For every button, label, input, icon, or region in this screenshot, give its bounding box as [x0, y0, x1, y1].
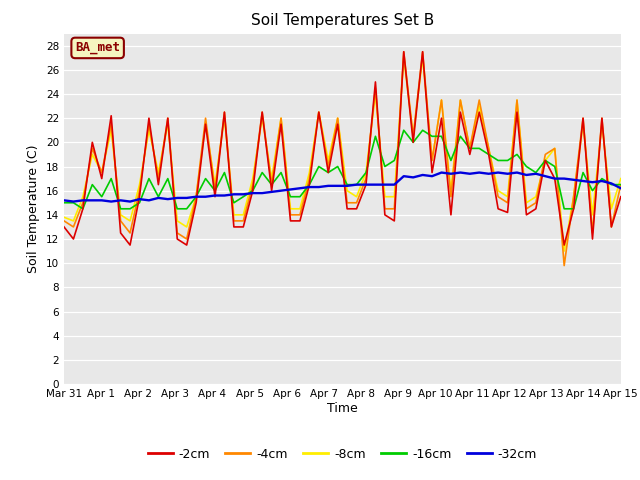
Text: BA_met: BA_met — [75, 41, 120, 54]
Y-axis label: Soil Temperature (C): Soil Temperature (C) — [28, 144, 40, 273]
X-axis label: Time: Time — [327, 402, 358, 415]
Title: Soil Temperatures Set B: Soil Temperatures Set B — [251, 13, 434, 28]
Legend: -2cm, -4cm, -8cm, -16cm, -32cm: -2cm, -4cm, -8cm, -16cm, -32cm — [143, 443, 542, 466]
